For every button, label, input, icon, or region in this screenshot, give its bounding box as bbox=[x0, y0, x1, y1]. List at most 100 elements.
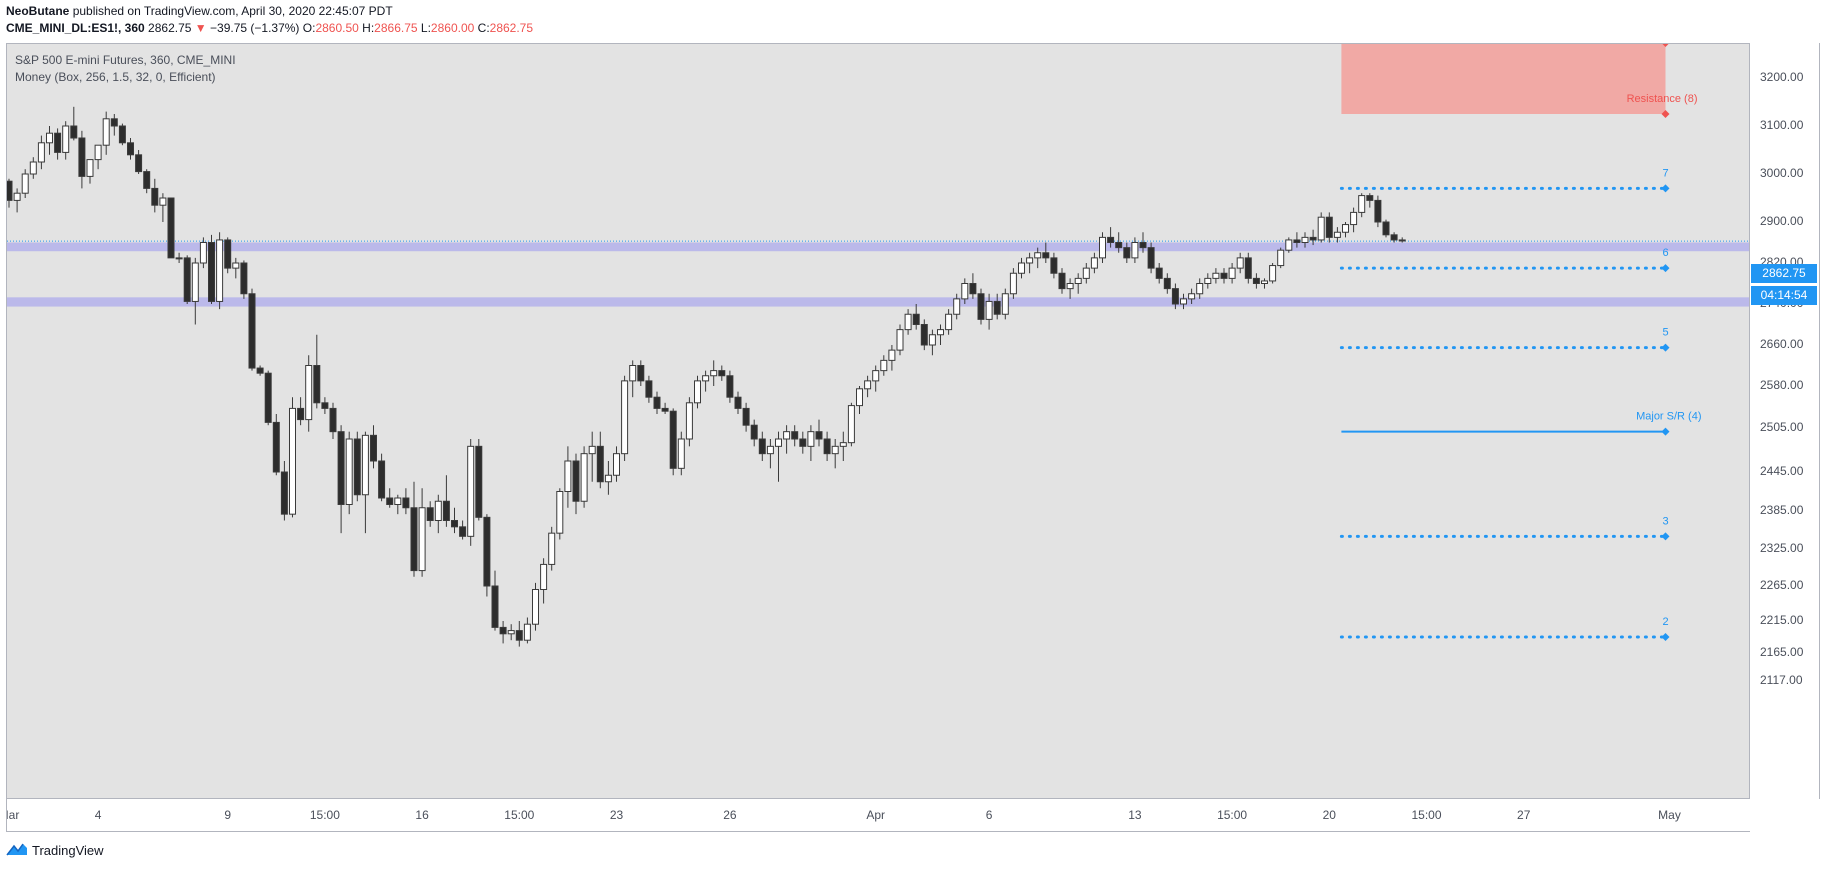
candle-body bbox=[1358, 195, 1366, 213]
candle-body bbox=[888, 349, 896, 361]
candle-body bbox=[961, 283, 969, 300]
candle-body bbox=[523, 623, 531, 641]
candle-body bbox=[305, 365, 313, 421]
candle-body bbox=[118, 125, 126, 144]
time-tick-label: 15:00 bbox=[504, 808, 534, 822]
time-tick-label: 16 bbox=[415, 808, 429, 822]
candle-body bbox=[1009, 272, 1017, 295]
candle-body bbox=[645, 380, 653, 398]
candle-body bbox=[1228, 267, 1236, 279]
high-label: H: bbox=[362, 21, 375, 35]
candle-body bbox=[1317, 216, 1325, 241]
candle-body bbox=[685, 402, 693, 440]
candle-body bbox=[1066, 283, 1074, 290]
candle-body bbox=[596, 445, 604, 483]
price-tick-label: 2445.00 bbox=[1760, 464, 1804, 478]
time-tick-label: May bbox=[1658, 808, 1681, 822]
candle-body bbox=[1099, 236, 1106, 259]
price-chart[interactable]: Resistance (8) 7 6 5 Major S/R (4) 3 2 bbox=[5, 41, 1749, 798]
open-value: 2860.50 bbox=[315, 21, 359, 35]
time-axis[interactable]: Mar 4 9 15:00 16 15:00 23 26 Apr 6 13 15:00 20 15:00 2… bbox=[0, 799, 1750, 832]
candle-body bbox=[799, 438, 807, 447]
price-tick-label: 2265.00 bbox=[1760, 578, 1804, 592]
candle-body bbox=[70, 125, 78, 139]
candle-body bbox=[499, 626, 507, 635]
candle-body bbox=[969, 283, 977, 295]
candle-body bbox=[572, 460, 580, 502]
candle-body bbox=[1293, 239, 1301, 243]
candle-body bbox=[175, 257, 183, 260]
footer-brand-label: TradingView bbox=[32, 843, 104, 858]
candle-body bbox=[1058, 272, 1066, 290]
price-tick-label: 2505.00 bbox=[1760, 420, 1804, 434]
candle-body bbox=[199, 242, 207, 264]
price-tick-label: 2900.00 bbox=[1760, 214, 1804, 228]
price-tick-label: 2385.00 bbox=[1760, 503, 1804, 517]
candle-body bbox=[758, 438, 766, 455]
candle-body bbox=[143, 171, 151, 189]
candle-body bbox=[766, 445, 774, 455]
author-name[interactable]: NeoButane bbox=[6, 4, 70, 18]
price-tick-label: 2165.00 bbox=[1760, 645, 1804, 659]
candle-body bbox=[418, 507, 426, 572]
resistance-box bbox=[1341, 44, 1666, 114]
candle-body bbox=[29, 161, 37, 175]
candle-body bbox=[135, 154, 143, 173]
candle-body bbox=[102, 118, 110, 146]
candle-body bbox=[896, 329, 904, 351]
candle-body bbox=[580, 453, 588, 502]
price-axis-labels: 3200.003100.003000.002900.002820.002740.… bbox=[1760, 70, 1804, 687]
candle-body bbox=[127, 142, 134, 156]
time-tick-label: 27 bbox=[1517, 808, 1531, 822]
candle-body bbox=[151, 187, 159, 206]
candle-body bbox=[46, 132, 53, 144]
candle-body bbox=[1050, 257, 1058, 274]
candle-body bbox=[775, 438, 782, 447]
down-arrow-icon: ▼ bbox=[194, 21, 207, 35]
candle-body bbox=[710, 370, 718, 377]
candle-body bbox=[1147, 247, 1155, 269]
price-change: −39.75 (−1.37%) bbox=[210, 21, 300, 35]
candle-body bbox=[815, 431, 823, 440]
price-tick-label: 2660.00 bbox=[1760, 337, 1804, 351]
candle-body bbox=[872, 370, 880, 382]
time-tick-label: 13 bbox=[1128, 808, 1142, 822]
candle-body bbox=[54, 132, 62, 153]
resistance-label: Resistance (8) bbox=[1627, 93, 1698, 105]
candle-body bbox=[321, 402, 329, 409]
footer-brand[interactable]: TradingView bbox=[6, 842, 104, 859]
candle-body bbox=[1261, 280, 1268, 284]
candle-body bbox=[937, 329, 944, 336]
candle-body bbox=[297, 407, 305, 421]
candle-body bbox=[5, 180, 13, 201]
candle-body bbox=[1018, 262, 1025, 274]
time-tick-label: 15:00 bbox=[310, 808, 340, 822]
time-axis-labels: Mar 4 9 15:00 16 15:00 23 26 Apr 6 13 15:00 20 15:00 2… bbox=[0, 808, 1681, 822]
candle-body bbox=[353, 438, 361, 496]
time-tick-label: 6 bbox=[986, 808, 993, 822]
candle-body bbox=[1180, 298, 1187, 305]
price-axis[interactable]: 3200.003100.003000.002900.002820.002740.… bbox=[1750, 43, 1820, 799]
candle-body bbox=[750, 424, 758, 440]
candle-body bbox=[677, 438, 685, 469]
chart-plot-area[interactable]: Resistance (8) 7 6 5 Major S/R (4) 3 2 S&P 500… bbox=[5, 41, 1750, 799]
last-price-badge: 2862.75 bbox=[1751, 264, 1817, 283]
level-marker-2 bbox=[1661, 264, 1670, 273]
candle-body bbox=[953, 298, 961, 315]
candle-body bbox=[1277, 249, 1285, 267]
candle-body bbox=[37, 142, 45, 163]
candle-body bbox=[985, 300, 993, 320]
candle-body bbox=[313, 365, 321, 404]
candle-body bbox=[920, 324, 928, 346]
candle-body bbox=[183, 257, 191, 302]
candle-body bbox=[742, 407, 750, 426]
candle-body bbox=[224, 239, 232, 269]
candle-body bbox=[159, 197, 167, 206]
candle-body bbox=[78, 137, 86, 177]
candle-body bbox=[1123, 247, 1131, 259]
candle-body bbox=[912, 313, 920, 325]
candle-body bbox=[1350, 211, 1358, 226]
level-marker-1 bbox=[1661, 184, 1670, 193]
candle-body bbox=[556, 491, 564, 534]
time-tick-label: Mar bbox=[7, 808, 19, 822]
